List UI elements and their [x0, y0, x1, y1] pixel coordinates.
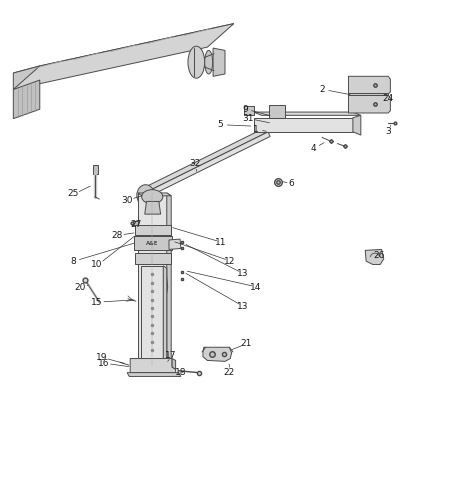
Polygon shape	[172, 359, 176, 370]
Polygon shape	[167, 193, 171, 369]
FancyBboxPatch shape	[134, 236, 172, 251]
Polygon shape	[138, 193, 171, 196]
Ellipse shape	[137, 185, 154, 206]
Polygon shape	[14, 66, 40, 89]
Polygon shape	[14, 24, 234, 89]
Text: 12: 12	[224, 257, 235, 265]
FancyBboxPatch shape	[135, 225, 171, 235]
Polygon shape	[127, 372, 181, 376]
Polygon shape	[254, 112, 361, 115]
Text: 28: 28	[111, 231, 123, 240]
Text: 8: 8	[70, 257, 76, 265]
Polygon shape	[157, 269, 168, 295]
Text: 32: 32	[189, 159, 201, 168]
Polygon shape	[348, 95, 391, 113]
Text: 16: 16	[98, 359, 109, 368]
Polygon shape	[365, 250, 384, 264]
Bar	[244, 106, 254, 115]
Polygon shape	[348, 93, 388, 95]
Text: A&E: A&E	[146, 241, 158, 246]
Text: 27: 27	[130, 220, 142, 229]
Polygon shape	[14, 80, 40, 119]
Polygon shape	[163, 266, 167, 361]
Polygon shape	[133, 221, 138, 225]
Ellipse shape	[142, 190, 163, 204]
Polygon shape	[269, 105, 284, 118]
Polygon shape	[145, 202, 161, 214]
Text: 17: 17	[166, 351, 177, 360]
Text: 11: 11	[215, 238, 226, 247]
Text: 18: 18	[175, 368, 187, 377]
Text: 10: 10	[91, 260, 103, 269]
Text: 2: 2	[319, 85, 325, 94]
Text: 13: 13	[237, 269, 248, 278]
Text: 5: 5	[218, 120, 224, 129]
Bar	[93, 165, 98, 174]
Text: 6: 6	[288, 179, 294, 188]
Text: 9: 9	[242, 105, 248, 114]
Text: 30: 30	[122, 195, 133, 204]
Polygon shape	[348, 76, 391, 94]
Text: 14: 14	[250, 283, 261, 291]
Text: 26: 26	[374, 251, 385, 260]
Text: 13: 13	[237, 302, 248, 312]
Polygon shape	[203, 347, 232, 361]
Polygon shape	[353, 115, 361, 135]
Polygon shape	[130, 359, 176, 372]
Text: 4: 4	[310, 144, 316, 153]
FancyBboxPatch shape	[135, 252, 171, 264]
Ellipse shape	[205, 50, 213, 74]
Polygon shape	[144, 126, 270, 192]
Text: 3: 3	[385, 127, 391, 136]
Polygon shape	[213, 48, 225, 76]
Text: 1: 1	[253, 125, 259, 134]
Polygon shape	[144, 132, 270, 198]
Bar	[138, 193, 167, 366]
Polygon shape	[14, 24, 234, 73]
Bar	[141, 266, 163, 359]
Text: 22: 22	[224, 368, 235, 377]
Polygon shape	[254, 118, 353, 132]
Text: 31: 31	[242, 114, 254, 123]
Text: 21: 21	[240, 339, 252, 348]
Text: 15: 15	[91, 298, 103, 307]
Ellipse shape	[188, 46, 205, 78]
Polygon shape	[169, 239, 181, 250]
Circle shape	[159, 286, 166, 293]
Text: 20: 20	[75, 283, 86, 291]
Text: 25: 25	[67, 190, 79, 198]
Text: 24: 24	[382, 95, 394, 103]
Text: 19: 19	[96, 353, 107, 362]
